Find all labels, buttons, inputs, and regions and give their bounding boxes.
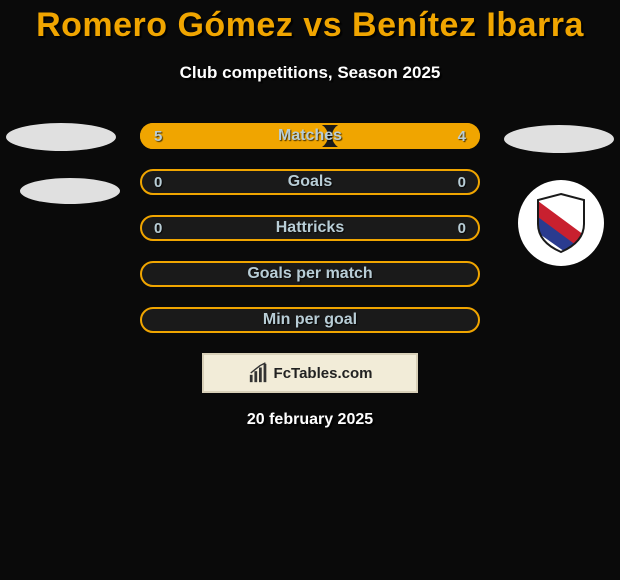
footer-brand-box[interactable]: FcTables.com bbox=[202, 353, 418, 393]
comparison-subtitle: Club competitions, Season 2025 bbox=[0, 63, 620, 83]
stat-label: Goals bbox=[288, 173, 332, 191]
stat-right-value: 0 bbox=[458, 174, 466, 191]
stat-left-value: 0 bbox=[154, 174, 162, 191]
comparison-date: 20 february 2025 bbox=[0, 411, 620, 429]
stat-label: Min per goal bbox=[263, 311, 357, 329]
stat-row-hattricks: 0 Hattricks 0 bbox=[140, 215, 480, 241]
stat-label: Goals per match bbox=[247, 265, 372, 283]
footer-brand-text: FcTables.com bbox=[274, 365, 373, 382]
stat-right-value: 0 bbox=[458, 220, 466, 237]
chart-icon bbox=[248, 362, 270, 384]
footer-logo: FcTables.com bbox=[248, 362, 373, 384]
club-badge: C.N bbox=[518, 180, 604, 266]
stat-row-mpg: Min per goal bbox=[140, 307, 480, 333]
player1-badge-placeholder bbox=[6, 123, 116, 151]
stat-row-goals: 0 Goals 0 bbox=[140, 169, 480, 195]
stat-label: Matches bbox=[278, 127, 342, 145]
stat-right-value: 4 bbox=[458, 128, 466, 145]
stat-label: Hattricks bbox=[276, 219, 344, 237]
stats-container: 5 Matches 4 0 Goals 0 0 Hattricks 0 Goal… bbox=[140, 123, 480, 333]
comparison-title: Romero Gómez vs Benítez Ibarra bbox=[0, 0, 620, 45]
stat-left-value: 0 bbox=[154, 220, 162, 237]
stat-row-matches: 5 Matches 4 bbox=[140, 123, 480, 149]
stat-row-gpm: Goals per match bbox=[140, 261, 480, 287]
player2-badge-placeholder bbox=[504, 125, 614, 153]
stat-left-value: 5 bbox=[154, 128, 162, 145]
player1-badge-placeholder-2 bbox=[20, 178, 120, 204]
shield-icon: C.N bbox=[534, 192, 588, 254]
